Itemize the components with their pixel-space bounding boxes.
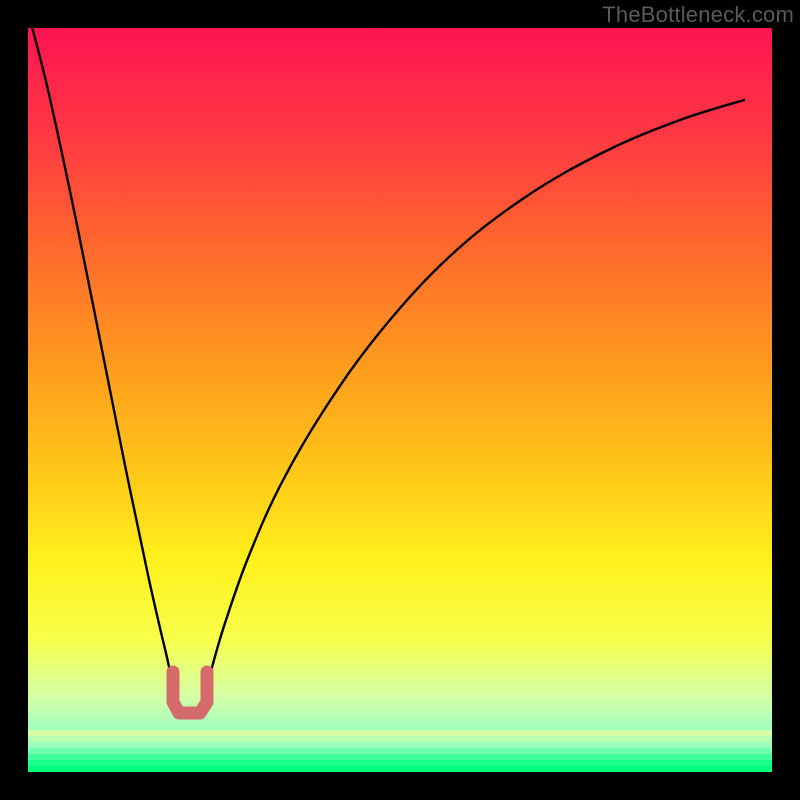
chart-frame: TheBottleneck.com: [0, 0, 800, 800]
watermark-text: TheBottleneck.com: [602, 2, 794, 28]
gradient-background: [28, 28, 772, 772]
chart-svg: [28, 28, 772, 772]
plot-area: [28, 28, 772, 772]
green-bands: [28, 730, 772, 772]
